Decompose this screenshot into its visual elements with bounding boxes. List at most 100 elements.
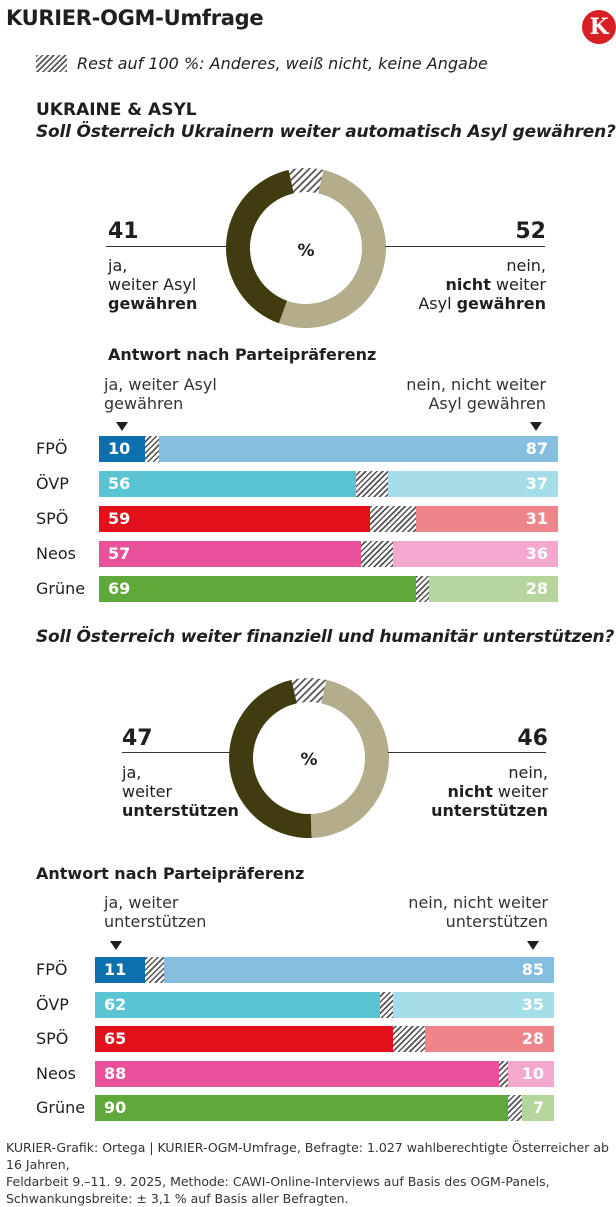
yes-value: 47 — [122, 726, 153, 751]
bar-row: 62 35 — [95, 991, 554, 1018]
party-label: Grüne — [36, 1098, 86, 1117]
bar-no-value: 37 — [525, 474, 548, 493]
bar-chart-1-left-label: ja, weiter Asyl gewähren — [104, 375, 217, 413]
no-leader-line — [388, 752, 546, 753]
bar-no-value: 28 — [521, 1029, 544, 1048]
donut-slice-yes — [225, 169, 294, 324]
bar-chart-1-right-label: nein, nicht weiter Asyl gewähren — [406, 375, 546, 413]
party-label: Grüne — [36, 579, 86, 598]
bar-chart-1-title: Antwort nach Parteipräferenz — [108, 345, 377, 364]
bar-chart-2-right-label: nein, nicht weiter unterstützen — [408, 893, 548, 931]
party-label: Neos — [36, 544, 76, 563]
donut-chart-2: % — [228, 678, 389, 838]
no-answer-label: nein, nicht weiter Asyl gewähren — [418, 256, 546, 313]
question-1: Soll Österreich Ukrainern weiter automat… — [36, 122, 616, 142]
rest-legend-text: Rest auf 100 %: Anderes, weiß nicht, kei… — [77, 54, 488, 73]
bar-row: 11 85 — [95, 957, 554, 983]
page-title: KURIER-OGM-Umfrage — [6, 6, 264, 30]
donut-center-label: % — [297, 241, 314, 261]
bar-no-value: 7 — [532, 1098, 544, 1117]
no-answer-label: nein, nicht weiter unterstützen — [431, 763, 548, 820]
bar-yes — [99, 541, 361, 567]
bar-row: 57 36 — [99, 541, 558, 567]
yes-answer-label: ja, weiter Asyl gewähren — [108, 256, 198, 313]
no-leader-line — [385, 246, 545, 247]
bar-chart-2-title: Antwort nach Parteipräferenz — [36, 864, 305, 883]
donut-slice-no — [278, 169, 386, 328]
bar-yes — [99, 471, 357, 497]
bar-no — [393, 991, 554, 1018]
down-arrow-icon — [110, 941, 122, 950]
bar-yes — [99, 506, 370, 532]
party-label: ÖVP — [36, 994, 69, 1014]
donut-slice-rest — [288, 168, 324, 194]
bar-no-value: 85 — [521, 960, 544, 979]
bar-chart-2-left-label: ja, weiter unterstützen — [104, 893, 207, 931]
bar-yes — [95, 957, 146, 983]
yes-leader-line — [106, 246, 228, 247]
bar-no — [158, 436, 558, 462]
bar-no — [508, 1060, 554, 1087]
donut-slice-yes — [228, 679, 312, 838]
bar-no — [163, 957, 554, 983]
donut-chart-1: % — [225, 168, 386, 328]
bar-row: 56 37 — [99, 471, 558, 497]
bar-row: 10 87 — [99, 436, 558, 462]
no-value: 52 — [515, 219, 546, 244]
bar-yes-value: 11 — [104, 960, 127, 979]
bar-yes-value: 88 — [104, 1063, 127, 1083]
party-label: FPÖ — [36, 960, 68, 979]
bar-no-value: 10 — [521, 1063, 544, 1083]
bar-yes-value: 59 — [108, 509, 131, 528]
bar-yes-value: 69 — [108, 579, 131, 598]
bar-yes-value: 62 — [104, 994, 127, 1014]
bar-yes-value: 65 — [104, 1029, 127, 1048]
down-arrow-icon — [530, 422, 542, 431]
bar-yes — [99, 576, 416, 602]
bar-no — [425, 1026, 554, 1052]
bar-row: 59 31 — [99, 506, 558, 532]
bar-no — [429, 576, 558, 602]
yes-leader-line — [122, 752, 230, 753]
down-arrow-icon — [116, 422, 128, 431]
bar-no-value: 36 — [525, 544, 548, 563]
no-value: 46 — [517, 726, 548, 751]
donut-slice-rest — [291, 678, 327, 704]
down-arrow-icon — [527, 941, 539, 950]
bar-yes-value: 90 — [104, 1098, 127, 1117]
bar-no — [415, 506, 558, 532]
bar-no-value: 87 — [525, 439, 548, 458]
bar-yes — [95, 1095, 509, 1121]
bar-row: 69 28 — [99, 576, 558, 602]
bar-yes — [95, 1060, 499, 1087]
party-label: Neos — [36, 1063, 76, 1083]
bar-yes-value: 56 — [108, 474, 131, 493]
party-label: SPÖ — [36, 1029, 69, 1048]
bar-row: 88 10 — [95, 1060, 554, 1087]
yes-value: 41 — [108, 219, 139, 244]
party-label: SPÖ — [36, 509, 69, 528]
bar-yes — [95, 991, 380, 1018]
bar-yes — [99, 436, 145, 462]
bar-yes — [95, 1026, 394, 1052]
bar-row: 90 7 — [95, 1095, 554, 1121]
rest-legend-swatch — [36, 55, 67, 72]
section-title: UKRAINE & ASYL — [36, 100, 197, 120]
donut-slice-no — [310, 679, 389, 838]
yes-answer-label: ja, weiter unterstützen — [122, 763, 239, 820]
kurier-logo: K — [582, 10, 616, 44]
bar-no-value: 35 — [521, 994, 544, 1014]
bar-yes-value: 57 — [108, 544, 131, 563]
bar-no — [521, 1095, 554, 1121]
party-label: ÖVP — [36, 474, 69, 493]
party-label: FPÖ — [36, 439, 68, 458]
bar-no-value: 31 — [525, 509, 548, 528]
bar-no — [388, 471, 558, 497]
bar-no-value: 28 — [525, 579, 548, 598]
bar-row: 65 28 — [95, 1026, 554, 1052]
question-2: Soll Österreich weiter finanziell und hu… — [36, 627, 615, 647]
source-footnote: KURIER-Grafik: Ortega | KURIER-OGM-Umfra… — [6, 1140, 609, 1206]
donut-center-label: % — [300, 750, 317, 770]
bar-yes-value: 10 — [108, 439, 131, 458]
bar-no — [392, 541, 558, 567]
